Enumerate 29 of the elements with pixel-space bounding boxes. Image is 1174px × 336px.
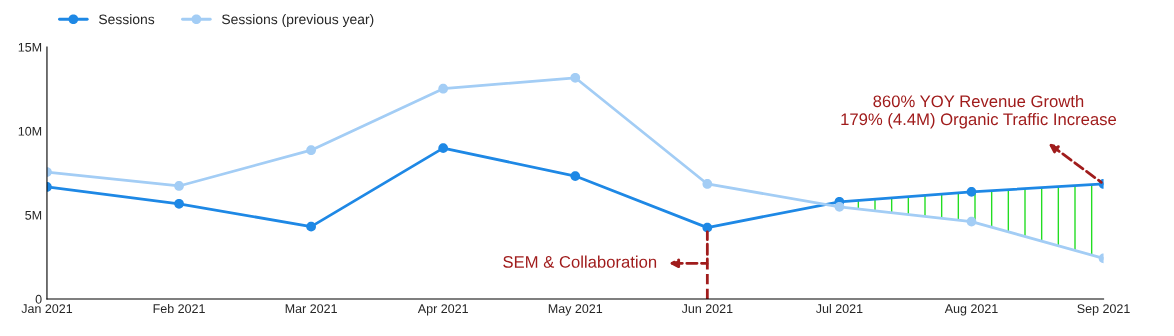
x-tick-label: Jul 2021 bbox=[815, 303, 863, 314]
point bbox=[438, 143, 449, 154]
x-tick-label: May 2021 bbox=[548, 304, 603, 316]
point bbox=[834, 201, 845, 212]
x-tick-label: Feb 2021 bbox=[153, 303, 205, 314]
point bbox=[570, 72, 581, 83]
x-tick-label: Sep 2021 bbox=[1077, 304, 1130, 316]
y-tick-label: 0 bbox=[35, 294, 42, 304]
legend-label: Sessions (previous year) bbox=[222, 14, 374, 27]
point bbox=[966, 186, 977, 197]
point bbox=[702, 179, 713, 189]
annotation: SEM & Collaboration bbox=[503, 255, 657, 268]
x-tick-label: Jan 2021 bbox=[21, 304, 73, 314]
annotation: 860% YOY Revenue Growth 179% (4.4M) Organic Traffic Increase bbox=[841, 94, 1117, 129]
point bbox=[306, 221, 316, 232]
point bbox=[306, 145, 316, 156]
y-tick-label: 10M bbox=[18, 126, 42, 136]
point bbox=[570, 171, 581, 181]
x-tick-label: Apr 2021 bbox=[417, 304, 468, 316]
point bbox=[966, 216, 977, 227]
y-tick-label: 5M bbox=[25, 210, 42, 220]
x-tick-label: Mar 2021 bbox=[285, 304, 337, 314]
point bbox=[174, 181, 184, 191]
point bbox=[174, 198, 184, 209]
x-tick-label: Jun 2021 bbox=[681, 304, 733, 314]
legend-label: Sessions bbox=[98, 14, 155, 25]
y-tick-label: 15M bbox=[18, 42, 42, 52]
point bbox=[438, 83, 449, 94]
x-tick-label: Aug 2021 bbox=[944, 304, 998, 316]
